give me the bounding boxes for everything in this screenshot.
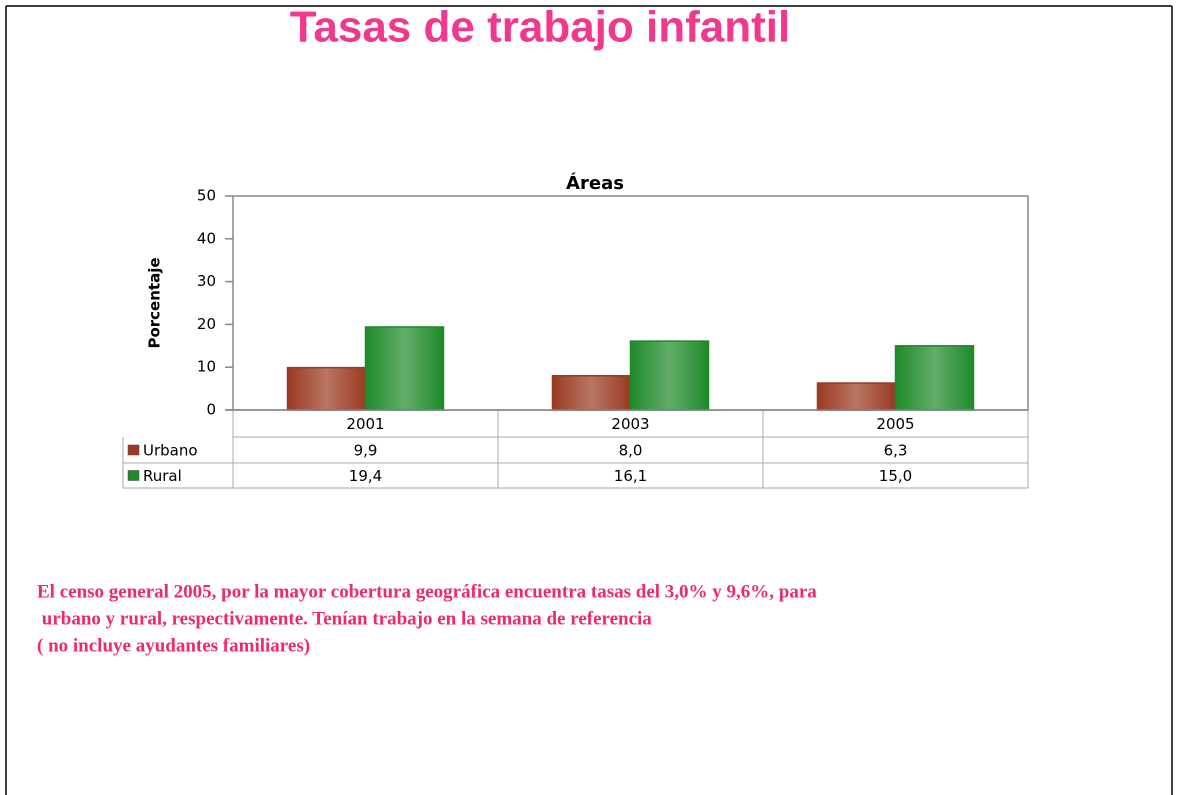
y-tick-label: 40 bbox=[197, 229, 216, 247]
y-axis-label: Porcentaje bbox=[146, 257, 164, 348]
bar bbox=[286, 366, 367, 411]
y-tick-label: 50 bbox=[197, 187, 216, 205]
bar bbox=[551, 375, 632, 411]
y-tick-label: 0 bbox=[206, 401, 216, 419]
bar bbox=[364, 326, 445, 411]
bar bbox=[816, 382, 897, 411]
data-label: 16,1 bbox=[614, 467, 647, 485]
x-tick-label: 2003 bbox=[611, 415, 649, 433]
y-tick-label: 10 bbox=[197, 358, 216, 376]
annotation: urbano y rural, respectivamente. Tenían … bbox=[37, 608, 652, 629]
data-label: 9,9 bbox=[354, 442, 378, 460]
y-tick-label: 20 bbox=[197, 315, 216, 333]
legend-label: Urbano bbox=[143, 442, 198, 460]
data-label: 6,3 bbox=[884, 442, 908, 460]
bar bbox=[629, 340, 710, 411]
legend-label: Rural bbox=[143, 467, 182, 485]
data-label: 19,4 bbox=[349, 467, 382, 485]
legend-swatch bbox=[127, 444, 140, 456]
bar bbox=[894, 345, 975, 411]
chart-title: Áreas bbox=[566, 172, 624, 194]
page-title: Tasas de trabajo infantil bbox=[290, 3, 790, 52]
legend-swatch bbox=[127, 470, 140, 481]
y-tick-label: 30 bbox=[197, 272, 216, 290]
data-label: 15,0 bbox=[879, 467, 912, 485]
data-label: 8,0 bbox=[619, 442, 643, 460]
x-tick-label: 2001 bbox=[346, 415, 384, 433]
annotation: El censo general 2005, por la mayor cobe… bbox=[37, 581, 817, 602]
x-tick-label: 2005 bbox=[876, 415, 914, 433]
annotation: ( no incluye ayudantes familiares) bbox=[37, 635, 310, 656]
